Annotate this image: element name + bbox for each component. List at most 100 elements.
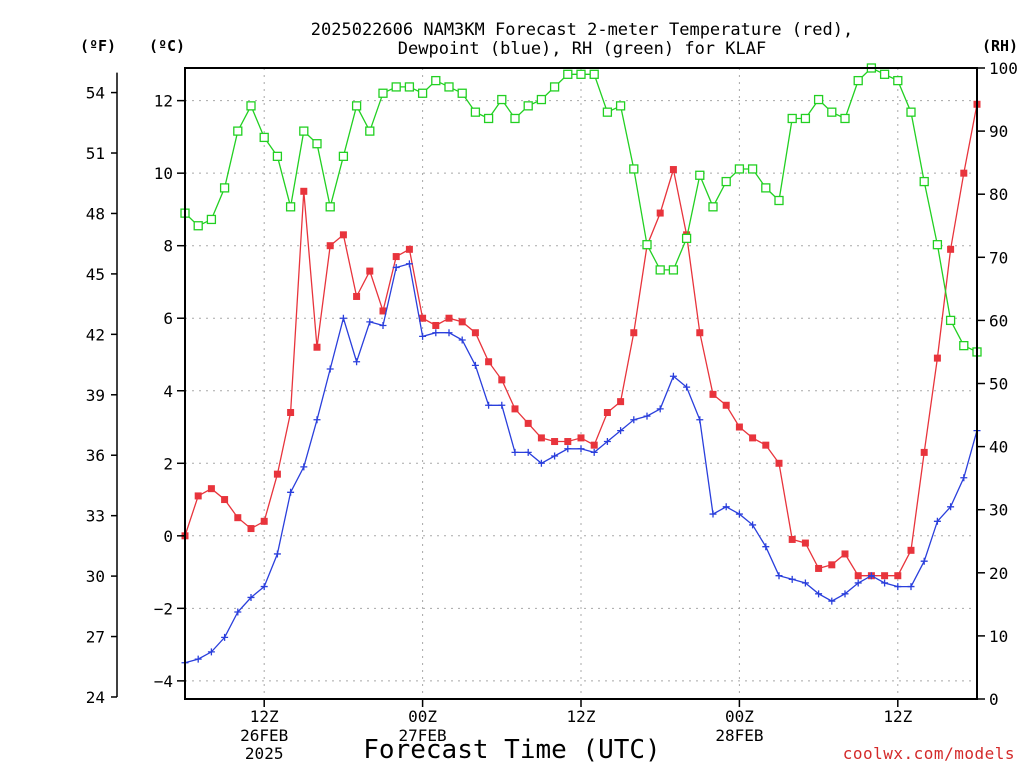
grid-lines [185,68,977,699]
rh-point [233,126,243,136]
dewpoint-point [630,416,638,424]
dewpoint-point [221,633,229,641]
dewpoint-point [379,321,387,329]
dewpoint-point [234,608,242,616]
fahrenheit-tick-label: 30 [86,567,105,586]
temperature-point [828,561,836,569]
celsius-tick-label: 0 [163,527,173,546]
rh-point [470,107,481,117]
temperature-point [392,253,400,261]
celsius-tick-label: 10 [154,164,173,183]
rh-point [285,202,296,212]
rh-tick-label: 100 [989,59,1018,78]
dewpoint-point [564,445,572,453]
rh-point [668,265,679,275]
dewpoint-point [933,517,941,525]
temperature-point [709,390,717,398]
temperature-point [881,572,889,580]
rh-point [629,164,639,174]
rh-point [563,69,573,79]
rh-point [602,107,613,117]
rh-point [708,202,718,212]
temperature-point [419,314,427,322]
dewpoint-point [669,372,677,380]
temperature-point [788,535,796,543]
celsius-tick-label: 4 [163,382,173,401]
dewpoint-point [722,503,730,511]
rh-point [589,69,599,79]
temperature-point [722,401,730,409]
rh-point [536,94,547,105]
rh-tick-label: 30 [989,501,1008,520]
celsius-unit-label: (ºC) [149,37,185,55]
rh-point [259,132,269,143]
temperature-point [854,572,862,580]
x-tick-date: 28FEB [715,726,763,745]
rh-point [431,75,441,86]
rh-point [893,75,903,86]
dewpoint-point [656,405,664,413]
celsius-tick-label: 2 [163,454,173,473]
temperature-point [471,329,479,337]
celsius-tick-label: 12 [154,92,173,111]
title-line-2: Dewpoint (blue), RH (green) for KLAF [398,39,766,59]
temperature-point [801,539,809,547]
x-tick-label: 00Z [725,707,754,726]
fahrenheit-tick-label: 24 [86,688,105,707]
temperature-point [907,546,915,554]
rh-point [919,176,929,187]
dewpoint-point [524,448,532,456]
dewpoint-point [551,452,559,460]
dewpoint-point [867,572,875,580]
dewpoint-point [788,575,796,583]
rh-point [206,214,217,225]
rh-point [523,101,533,111]
dewpoint-point [498,401,506,409]
rh-tick-label: 0 [989,690,999,709]
rh-point [497,94,507,105]
rh-point [246,101,256,111]
dewpoint-point [841,590,849,598]
rh-point [576,69,586,79]
temperature-point [920,448,928,456]
celsius-tick-label: −2 [154,599,173,618]
dewpoint-point [894,583,902,591]
temperature-point [775,459,783,467]
temperature-point [960,169,968,177]
temperature-point [762,441,770,449]
rh-point [365,126,375,136]
rh-point [959,340,969,351]
rh-point [879,69,890,79]
rh-point [391,82,401,92]
x-tick-label: 12Z [250,707,279,726]
rh-tick-label: 20 [989,564,1008,583]
temperature-point [551,438,559,446]
rh-point [299,126,309,136]
dewpoint-point [590,448,598,456]
celsius-tick-label: −4 [154,672,173,691]
rh-point [404,82,415,92]
dewpoint-point [920,557,928,565]
rh-point [906,107,916,117]
temperature-point [194,492,202,500]
temperature-point [234,514,242,522]
x-tick-label: 12Z [567,707,596,726]
temperature-point [221,496,229,504]
temperature-point [511,405,519,413]
temperature-point [432,321,440,329]
rh-point [642,240,652,250]
rh-point [219,183,230,193]
rh-point [312,139,322,149]
dewpoint-point [643,412,651,420]
dewpoint-point [207,648,215,656]
temperature-point [273,470,281,478]
dewpoint-point [907,583,915,591]
celsius-tick-label: 8 [163,237,173,256]
dewpoint-point [577,445,585,453]
temperature-point [537,434,545,442]
dewpoint-point [300,463,308,471]
dewpoint-point [854,579,862,587]
fahrenheit-tick-label: 51 [86,144,105,163]
rh-tick-label: 40 [989,438,1008,457]
